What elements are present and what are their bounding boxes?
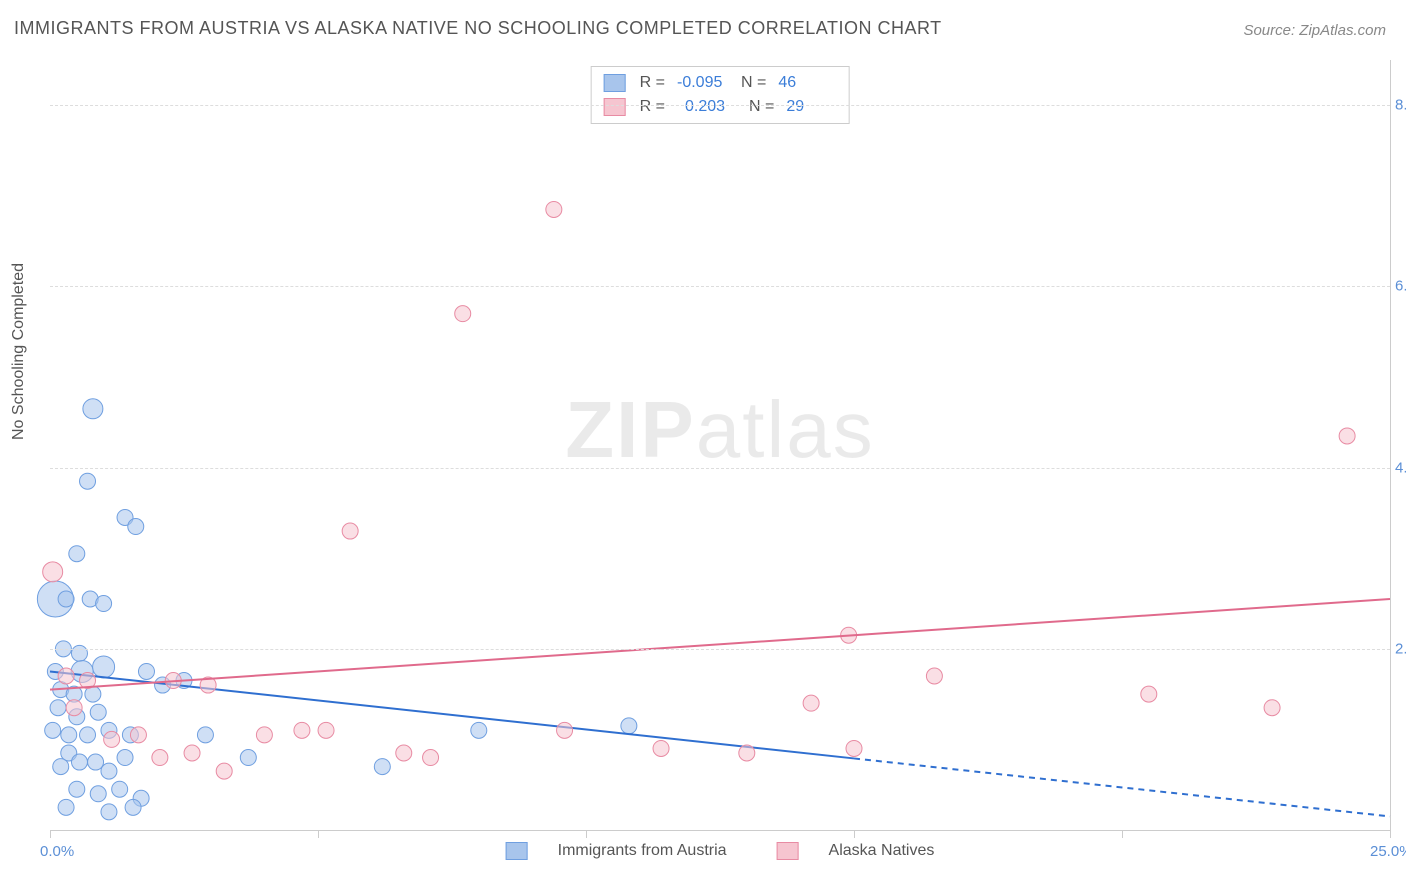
data-point — [803, 695, 819, 711]
data-point — [216, 763, 232, 779]
data-point — [396, 745, 412, 761]
data-point — [104, 731, 120, 747]
data-point — [152, 750, 168, 766]
data-point — [61, 727, 77, 743]
data-point — [71, 645, 87, 661]
y-tick-label: 6.0% — [1395, 278, 1406, 295]
data-point — [423, 750, 439, 766]
data-point — [130, 727, 146, 743]
stats-legend: R = -0.095 N = 46 R = 0.203 N = 29 — [591, 66, 850, 124]
regression-line-dashed — [854, 758, 1390, 816]
data-point — [138, 663, 154, 679]
series-label: Immigrants from Austria — [558, 842, 727, 860]
y-tick-label: 2.0% — [1395, 640, 1406, 657]
n-value: 29 — [786, 95, 836, 119]
gridline — [50, 286, 1390, 287]
data-point — [546, 201, 562, 217]
data-point — [1264, 700, 1280, 716]
data-point — [45, 722, 61, 738]
y-axis-label: No Schooling Completed — [10, 263, 28, 440]
data-point — [58, 799, 74, 815]
r-value: -0.095 — [677, 71, 727, 95]
x-tick — [1390, 830, 1391, 838]
data-point — [90, 786, 106, 802]
r-label: R = — [640, 95, 665, 119]
data-point — [318, 722, 334, 738]
r-label: R = — [640, 71, 665, 95]
x-tick — [318, 830, 319, 838]
data-point — [69, 781, 85, 797]
data-point — [66, 700, 82, 716]
data-point — [739, 745, 755, 761]
data-point — [1141, 686, 1157, 702]
gridline — [50, 649, 1390, 650]
data-point — [557, 722, 573, 738]
data-point — [184, 745, 200, 761]
swatch-series-2 — [604, 98, 626, 116]
stats-legend-row: R = 0.203 N = 29 — [604, 95, 837, 119]
n-value: 46 — [778, 71, 828, 95]
x-tick — [586, 830, 587, 838]
data-point — [69, 546, 85, 562]
gridline — [50, 468, 1390, 469]
data-point — [926, 668, 942, 684]
data-point — [58, 668, 74, 684]
r-value: 0.203 — [677, 95, 735, 119]
x-tick — [50, 830, 51, 838]
y-tick-label: 8.0% — [1395, 97, 1406, 114]
data-point — [90, 704, 106, 720]
data-point — [93, 656, 115, 678]
regression-line — [50, 599, 1390, 690]
data-point — [50, 700, 66, 716]
data-point — [342, 523, 358, 539]
chart-svg — [50, 60, 1390, 830]
data-point — [197, 727, 213, 743]
chart-title: IMMIGRANTS FROM AUSTRIA VS ALASKA NATIVE… — [14, 18, 942, 39]
stats-legend-row: R = -0.095 N = 46 — [604, 71, 837, 95]
data-point — [58, 591, 74, 607]
data-point — [125, 799, 141, 815]
data-point — [53, 759, 69, 775]
data-point — [1339, 428, 1355, 444]
x-tick — [854, 830, 855, 838]
x-tick-label: 0.0% — [40, 843, 74, 860]
data-point — [101, 763, 117, 779]
data-point — [101, 804, 117, 820]
swatch-series-2 — [777, 842, 799, 860]
data-point — [846, 740, 862, 756]
data-point — [96, 596, 112, 612]
series-label: Alaska Natives — [829, 842, 935, 860]
data-point — [71, 754, 87, 770]
data-point — [80, 473, 96, 489]
plot-area: ZIPatlas R = -0.095 N = 46 R = 0.203 N =… — [50, 60, 1391, 831]
data-point — [455, 306, 471, 322]
data-point — [653, 740, 669, 756]
data-point — [80, 727, 96, 743]
data-point — [621, 718, 637, 734]
x-tick — [1122, 830, 1123, 838]
n-label: N = — [749, 95, 774, 119]
data-point — [128, 519, 144, 535]
data-point — [112, 781, 128, 797]
data-point — [256, 727, 272, 743]
data-point — [294, 722, 310, 738]
data-point — [117, 750, 133, 766]
data-point — [374, 759, 390, 775]
series-legend: Immigrants from Austria Alaska Natives — [506, 842, 935, 860]
n-label: N = — [741, 71, 766, 95]
data-point — [240, 750, 256, 766]
y-tick-label: 4.0% — [1395, 459, 1406, 476]
x-tick-label: 25.0% — [1370, 843, 1406, 860]
gridline — [50, 105, 1390, 106]
data-point — [43, 562, 63, 582]
swatch-series-1 — [604, 74, 626, 92]
data-point — [83, 399, 103, 419]
data-point — [88, 754, 104, 770]
swatch-series-1 — [506, 842, 528, 860]
source-attribution: Source: ZipAtlas.com — [1243, 22, 1386, 39]
data-point — [471, 722, 487, 738]
